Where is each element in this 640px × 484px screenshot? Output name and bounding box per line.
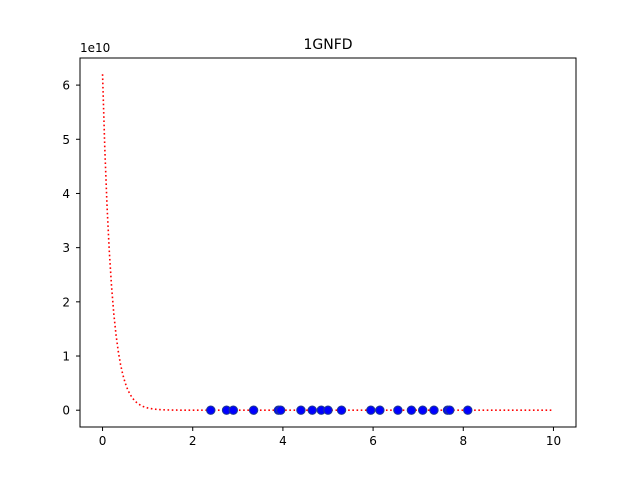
scatter-point: [429, 405, 439, 415]
chart-title: 1GNFD: [303, 37, 352, 53]
y-tick-label: 3: [62, 241, 70, 255]
y-tick-label: 4: [62, 187, 70, 201]
y-tick-label: 6: [62, 79, 70, 93]
scatter-point: [375, 405, 385, 415]
scatter-point: [206, 405, 216, 415]
scatter-point: [275, 405, 286, 415]
scatter-point: [417, 405, 428, 415]
scatter-point: [406, 405, 417, 415]
x-tick-label: 10: [546, 434, 561, 448]
scatter-point: [463, 405, 473, 415]
plot-area: [101, 74, 554, 415]
x-tick-label: 2: [189, 434, 197, 448]
x-tick-label: 8: [459, 434, 467, 448]
x-tick-label: 6: [369, 434, 377, 448]
scatter-point: [393, 405, 403, 415]
axes-frame: [79, 57, 577, 428]
scatter-point: [296, 405, 306, 415]
x-tick-label: 0: [99, 434, 107, 448]
y-tick-label: 5: [62, 133, 70, 147]
axes: 0 2 4 6 8 10 0 1 2 3 4 5 6: [62, 57, 577, 448]
scatter-point: [336, 405, 347, 415]
scatter-point: [228, 405, 239, 415]
scatter-point: [445, 405, 455, 415]
x-tick-label: 4: [279, 434, 287, 448]
scatter-point: [307, 405, 317, 415]
y-tick-label: 1: [62, 350, 70, 364]
y-tick-label: 2: [62, 295, 70, 309]
y-axis-scale-label: 1e10: [80, 41, 110, 55]
scatter-point: [323, 405, 333, 415]
scatter-point: [248, 405, 259, 415]
y-tick-label: 0: [62, 404, 70, 418]
scatter-point: [366, 405, 376, 415]
